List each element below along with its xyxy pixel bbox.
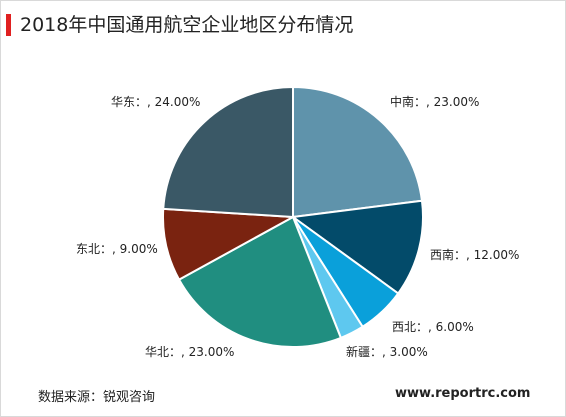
slice-label-5: 华北：, 23.00% (145, 345, 234, 359)
pie-slice-2 (290, 199, 424, 295)
slice-label-7: 华东：, 24.00% (111, 95, 200, 109)
slice-label-3: 西北：, 6.00% (392, 320, 474, 334)
slice-label-2: 西南：, 12.00% (430, 247, 519, 262)
website-url: www.reportrc.com (395, 386, 531, 401)
title-accent-bar (6, 14, 11, 36)
slice-label-4: 新疆：, 3.00% (346, 344, 428, 359)
slice-label-1: 中南：, 23.00% (390, 94, 479, 109)
pie-slice-7 (162, 85, 294, 219)
data-source: 数据来源：锐观咨询 (38, 390, 156, 405)
slice-label-6: 东北：, 9.00% (76, 242, 158, 256)
pie-slice-5 (177, 215, 343, 348)
pie-slice-1 (292, 85, 424, 219)
chart-title: 2018年中国通用航空企业地区分布情况 (20, 14, 354, 36)
